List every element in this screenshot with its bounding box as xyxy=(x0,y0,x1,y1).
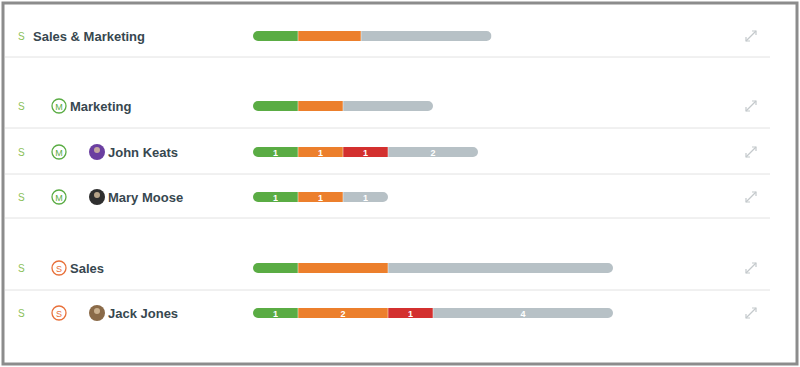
bar-segment xyxy=(253,308,298,318)
row-tag: S xyxy=(18,263,25,274)
row-tag: S xyxy=(18,147,25,158)
data-label: 1 xyxy=(318,193,323,203)
team-icon-letter: M xyxy=(55,193,63,203)
data-label: 1 xyxy=(363,193,368,203)
team-icon xyxy=(52,99,66,113)
segment-divider xyxy=(298,263,299,273)
avatar xyxy=(89,144,105,160)
team-icon xyxy=(52,261,66,275)
segment-divider xyxy=(298,147,299,157)
data-label: 2 xyxy=(340,309,345,319)
row-label: Marketing xyxy=(70,99,131,114)
bar-row xyxy=(253,147,478,157)
segment-divider xyxy=(298,192,299,202)
bar-segment xyxy=(388,147,478,157)
segment-divider xyxy=(298,31,299,41)
bar-row xyxy=(253,31,492,41)
row-label: Sales xyxy=(70,261,104,276)
frame xyxy=(3,3,797,364)
data-label: 1 xyxy=(273,309,278,319)
labels: 1 1 1 2 1 1 1 1 2 1 4 xyxy=(273,148,526,319)
expand-icon[interactable] xyxy=(746,263,756,273)
avatar-face xyxy=(94,192,100,198)
segment-divider xyxy=(388,147,389,157)
row-label: Mary Moose xyxy=(108,190,183,205)
avatar xyxy=(89,189,105,205)
bar-segment xyxy=(388,308,433,318)
expand-icon[interactable] xyxy=(746,192,756,202)
expand-icon[interactable] xyxy=(746,101,756,111)
avatar xyxy=(89,305,105,321)
bar-segment xyxy=(253,101,298,111)
bar-segment xyxy=(298,308,388,318)
segment-divider xyxy=(343,147,344,157)
row-tag: S xyxy=(18,308,25,319)
segment-divider xyxy=(298,308,299,318)
expand-icon[interactable] xyxy=(746,147,756,157)
expand-icon[interactable] xyxy=(746,31,756,41)
team-icon xyxy=(52,190,66,204)
row-separator xyxy=(5,128,770,129)
plot-area xyxy=(253,31,613,318)
data-label: 1 xyxy=(408,309,413,319)
team-icon-letter: M xyxy=(55,102,63,112)
data-label: 1 xyxy=(363,148,368,158)
bar-segment xyxy=(433,308,613,318)
chart: 1 1 1 2 1 1 1 1 2 1 4 S Sales & Marketing S M Marketing… xyxy=(0,0,800,367)
expand-icon[interactable] xyxy=(746,308,756,318)
segment-divider xyxy=(298,101,299,111)
bar-segment xyxy=(298,192,343,202)
bar-segment xyxy=(298,31,361,41)
bar-segment xyxy=(388,263,613,273)
row-tag: S xyxy=(18,31,25,42)
bar-segment xyxy=(298,147,343,157)
bar-row xyxy=(253,263,613,273)
row-separator xyxy=(5,174,770,175)
segment-divider xyxy=(433,308,434,318)
bar-segment xyxy=(253,263,298,273)
team-icon xyxy=(52,145,66,159)
row-separator xyxy=(5,57,770,58)
segment-divider xyxy=(388,308,389,318)
segment-divider xyxy=(361,31,362,41)
team-icon-letter: S xyxy=(56,264,62,274)
bar-segment xyxy=(298,263,388,273)
team-icon xyxy=(52,306,66,320)
bar-segment xyxy=(343,147,388,157)
row-label: Sales & Marketing xyxy=(33,29,145,44)
bar-row xyxy=(253,101,433,111)
bar-segment xyxy=(361,31,492,41)
team-icon-letter: S xyxy=(56,309,62,319)
row-label: John Keats xyxy=(108,145,178,160)
avatar-face xyxy=(94,147,100,153)
bar-segment xyxy=(343,192,388,202)
segment-divider xyxy=(343,101,344,111)
bar-segment xyxy=(343,101,433,111)
data-label: 4 xyxy=(520,309,525,319)
avatar-face xyxy=(94,308,100,314)
data-label: 2 xyxy=(430,148,435,158)
data-label: 1 xyxy=(273,193,278,203)
row-label: Jack Jones xyxy=(108,306,178,321)
data-label: 1 xyxy=(273,148,278,158)
segment-divider xyxy=(343,192,344,202)
row-tag: S xyxy=(18,101,25,112)
data-label: 1 xyxy=(318,148,323,158)
bar-row xyxy=(253,308,613,318)
segment-divider xyxy=(388,263,389,273)
bar-row xyxy=(253,192,388,202)
bar-segment xyxy=(253,192,298,202)
row-separator xyxy=(5,290,770,291)
bar-segment xyxy=(253,31,298,41)
bar-segment xyxy=(298,101,343,111)
team-icon-letter: M xyxy=(55,148,63,158)
row-separator xyxy=(5,218,770,219)
bar-segment xyxy=(253,147,298,157)
row-tag: S xyxy=(18,192,25,203)
